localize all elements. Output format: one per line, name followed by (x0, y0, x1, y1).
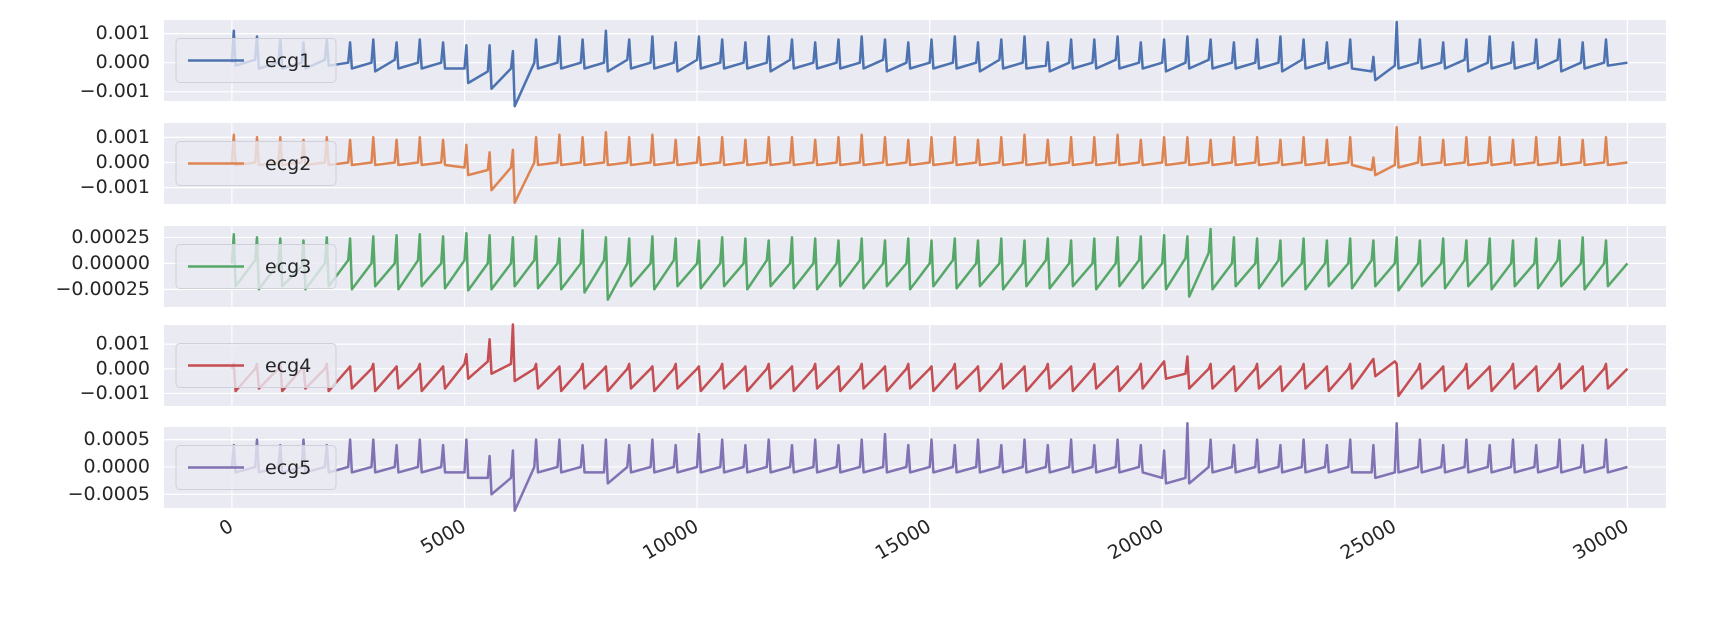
y-tick-label: 0.000 (96, 357, 150, 379)
legend-box (175, 445, 337, 490)
y-tick-label: 0.001 (96, 333, 150, 355)
x-tick-label: 0 (216, 515, 237, 540)
y-tick-label: −0.0005 (68, 483, 150, 505)
line (230, 126, 1628, 204)
y-tick-label: 0.0000 (84, 455, 150, 477)
legend-box (175, 141, 337, 186)
x-tick-label: 15000 (872, 515, 935, 564)
line (230, 421, 1628, 512)
y-tick-label: −0.001 (80, 80, 150, 102)
legend-label: ecg5 (265, 457, 311, 479)
legend-label: ecg4 (265, 355, 311, 377)
x-tick-label: 25000 (1337, 515, 1400, 564)
x-tick-label: 5000 (417, 515, 470, 558)
x-tick-label: 30000 (1569, 515, 1632, 564)
y-tick-label: 0.000 (96, 151, 150, 173)
y-tick-label: 0.000 (96, 51, 150, 73)
y-tick-label: 0.00025 (71, 226, 150, 248)
legend-label: ecg2 (265, 153, 311, 175)
legend-box (175, 244, 337, 289)
line (230, 227, 1629, 301)
plot-background (164, 325, 1666, 406)
legend-box (175, 343, 337, 388)
y-tick-label: 0.001 (96, 22, 150, 44)
y-tick-label: 0.00000 (71, 252, 150, 274)
x-tick-label: 10000 (639, 515, 702, 564)
legend-box (175, 38, 337, 83)
y-tick-label: −0.00025 (56, 278, 151, 300)
y-tick-label: −0.001 (80, 382, 150, 404)
plot-background (164, 226, 1666, 307)
legend-label: ecg3 (265, 256, 311, 278)
y-tick-label: 0.0005 (84, 428, 150, 450)
line (230, 323, 1629, 398)
x-tick-label: 20000 (1104, 515, 1167, 564)
y-tick-label: −0.001 (80, 176, 150, 198)
legend-label: ecg1 (265, 50, 311, 72)
y-tick-label: 0.001 (96, 126, 150, 148)
line (230, 20, 1628, 108)
